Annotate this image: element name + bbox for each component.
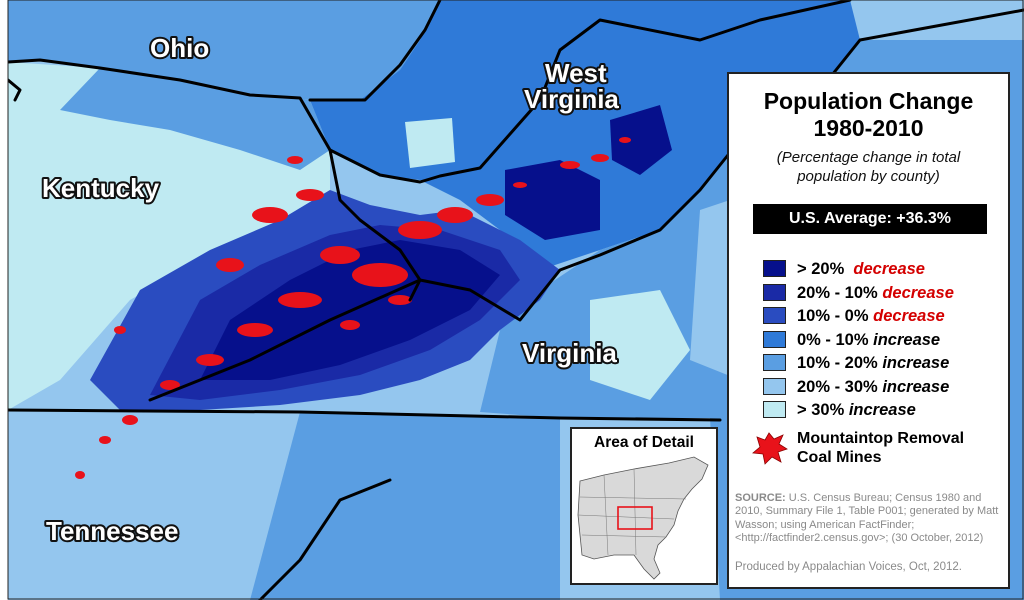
legend-range: 10% - 20%: [797, 354, 878, 372]
legend-range: 0% - 10%: [797, 330, 869, 349]
legend-swatch: [763, 377, 786, 395]
legend-range: 20% - 30%: [797, 377, 878, 396]
legend-subtitle-line1: (Percentage change in total: [776, 149, 961, 166]
state-label-west-virginia-line1: West: [545, 58, 607, 88]
legend-range: > 20%: [797, 260, 845, 278]
produced-by-credit: Produced by Appalachian Voices, Oct, 201…: [735, 561, 962, 573]
legend-title-line2: 1980-2010: [813, 115, 924, 141]
legend-range: 20% - 10%: [797, 283, 878, 302]
west-virginia-dark-patch-ne: [610, 105, 672, 175]
legend-subtitle-line2: population by county): [797, 168, 940, 185]
west-virginia-light-patch: [405, 118, 455, 168]
legend-title: Population Change 1980-2010: [729, 88, 1008, 142]
state-borders: [8, 0, 1024, 600]
kentucky-north-band: [60, 68, 330, 170]
state-label-tennessee: Tennessee: [46, 516, 178, 546]
mtr-label: Mountaintop Removal Coal Mines: [797, 429, 997, 467]
tennessee-east-region: [250, 412, 560, 600]
state-label-virginia: Virginia: [522, 338, 617, 368]
source-note: SOURCE: U.S. Census Bureau; Census 1980 …: [735, 492, 1011, 546]
legend-swatch: [763, 260, 786, 277]
inset-state-lines: [577, 468, 687, 556]
mtr-label-line1: Mountaintop Removal: [797, 430, 965, 447]
mtr-label-line2: Coal Mines: [797, 449, 882, 466]
state-label-west-virginia-line2: Virginia: [524, 84, 619, 114]
legend-title-line1: Population Change: [763, 88, 974, 114]
legend-direction: decrease: [873, 307, 945, 325]
legend-direction: decrease: [882, 283, 954, 302]
legend-direction: increase: [873, 330, 941, 349]
us-average-badge: U.S. Average: +36.3%: [753, 204, 987, 234]
legend-swatch: [763, 283, 786, 301]
state-label-kentucky: Kentucky: [42, 173, 160, 203]
inset-title: Area of Detail: [594, 434, 694, 451]
inset-eastern-us-shape: [577, 456, 709, 580]
legend-range: 10% - 0%: [797, 307, 869, 325]
west-virginia-dark-patch: [505, 160, 600, 240]
legend-direction: decrease: [853, 260, 925, 278]
legend-panel: Population Change 1980-2010 (Percentage …: [727, 72, 1010, 589]
source-label: SOURCE:: [735, 492, 786, 504]
west-virginia-region: [310, 0, 860, 270]
state-label-ohio: Ohio: [150, 33, 209, 63]
inset-eastern-us-map: [577, 456, 709, 580]
legend-direction: increase: [848, 401, 916, 419]
virginia-lightest-region: [590, 290, 690, 400]
legend-subtitle: (Percentage change in total population b…: [729, 148, 1008, 186]
mountaintop-removal-mines: [75, 137, 631, 479]
source-text: U.S. Census Bureau; Census 1980 and 2010…: [735, 492, 999, 545]
legend-swatch: [763, 307, 786, 324]
ohio-region: [8, 0, 440, 100]
legend-direction: increase: [882, 377, 950, 396]
area-of-detail-inset: Area of Detail: [570, 427, 718, 585]
legend-swatch: [763, 330, 786, 348]
legend-swatch: [763, 354, 786, 371]
legend-direction: increase: [882, 354, 950, 372]
inset-detail-box: [617, 506, 653, 530]
mine-splat-icon: [752, 432, 788, 465]
legend-range: > 30%: [797, 401, 845, 419]
map-frame: [7, 0, 1024, 600]
legend-swatch: [763, 401, 786, 418]
